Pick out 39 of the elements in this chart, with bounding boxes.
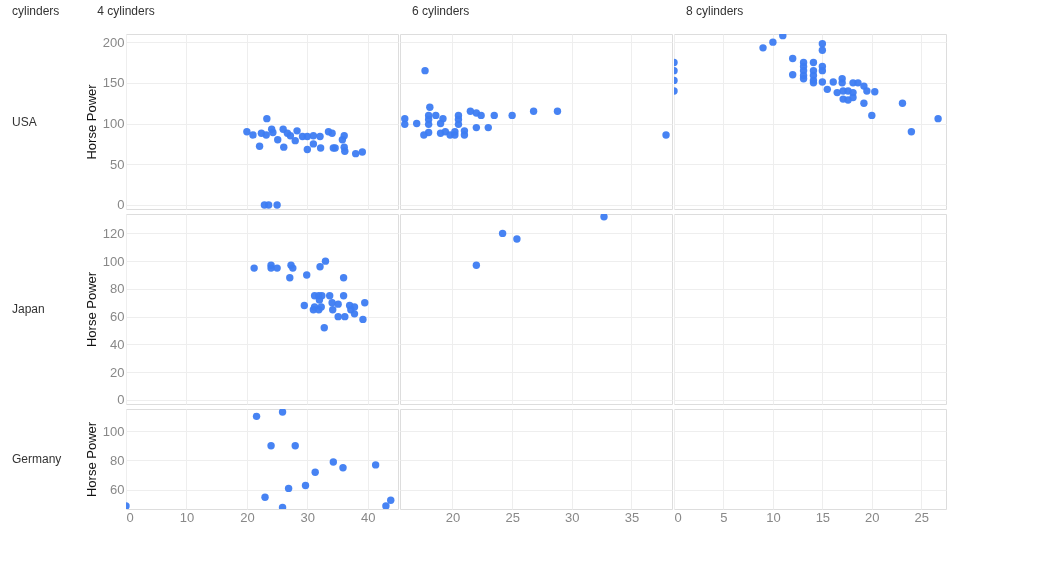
y-tick-label: 100 — [102, 423, 125, 439]
y-tick-label: 80 — [110, 281, 125, 297]
y-tick-label: 0 — [117, 197, 125, 213]
chart-title: 8 cylinders — [686, 4, 744, 18]
y-tick-label: 120 — [102, 225, 125, 241]
x-tick-label: 10 — [179, 509, 195, 525]
y-tick-label: 100 — [102, 253, 125, 269]
chart-title: 4 cylinders — [97, 4, 155, 18]
y-tick-label: 50 — [110, 156, 125, 172]
y-tick-label: 60 — [110, 482, 125, 498]
y-tick-label: 200 — [102, 34, 125, 50]
y-axis-title: Horse Power — [83, 83, 99, 160]
x-tick-label: 20 — [240, 509, 255, 525]
x-tick-label: 10 — [766, 509, 781, 525]
x-tick-label: 40 — [361, 509, 376, 525]
text: Germany — [12, 452, 62, 466]
text: cylinders — [12, 4, 60, 18]
x-tick-label: 15 — [815, 509, 831, 525]
y-tick-label: 80 — [110, 452, 125, 468]
x-tick-label: 30 — [565, 509, 580, 525]
chart-title: 6 cylinders — [412, 4, 470, 18]
x-tick-label: 25 — [505, 509, 520, 525]
x-tick-label: 30 — [300, 509, 316, 525]
x-tick-label: 35 — [624, 509, 640, 525]
y-tick-label: 20 — [110, 364, 125, 380]
text: Japan — [12, 302, 45, 316]
y-tick-label: 150 — [102, 75, 125, 91]
y-tick-label: 40 — [110, 336, 125, 352]
y-tick-label: 60 — [110, 309, 125, 325]
y-tick-label: 100 — [102, 116, 125, 132]
y-axis-title: Horse Power — [83, 271, 99, 348]
x-tick-label: 20 — [445, 509, 461, 525]
x-tick-label: 25 — [914, 509, 930, 525]
text: USA — [12, 114, 37, 129]
x-tick-label: 20 — [865, 509, 880, 525]
y-axis-title: Horse Power — [83, 421, 99, 498]
x-tick-label: 5 — [720, 509, 728, 525]
x-tick-label: 0 — [674, 509, 682, 525]
y-tick-label: 0 — [117, 392, 125, 408]
